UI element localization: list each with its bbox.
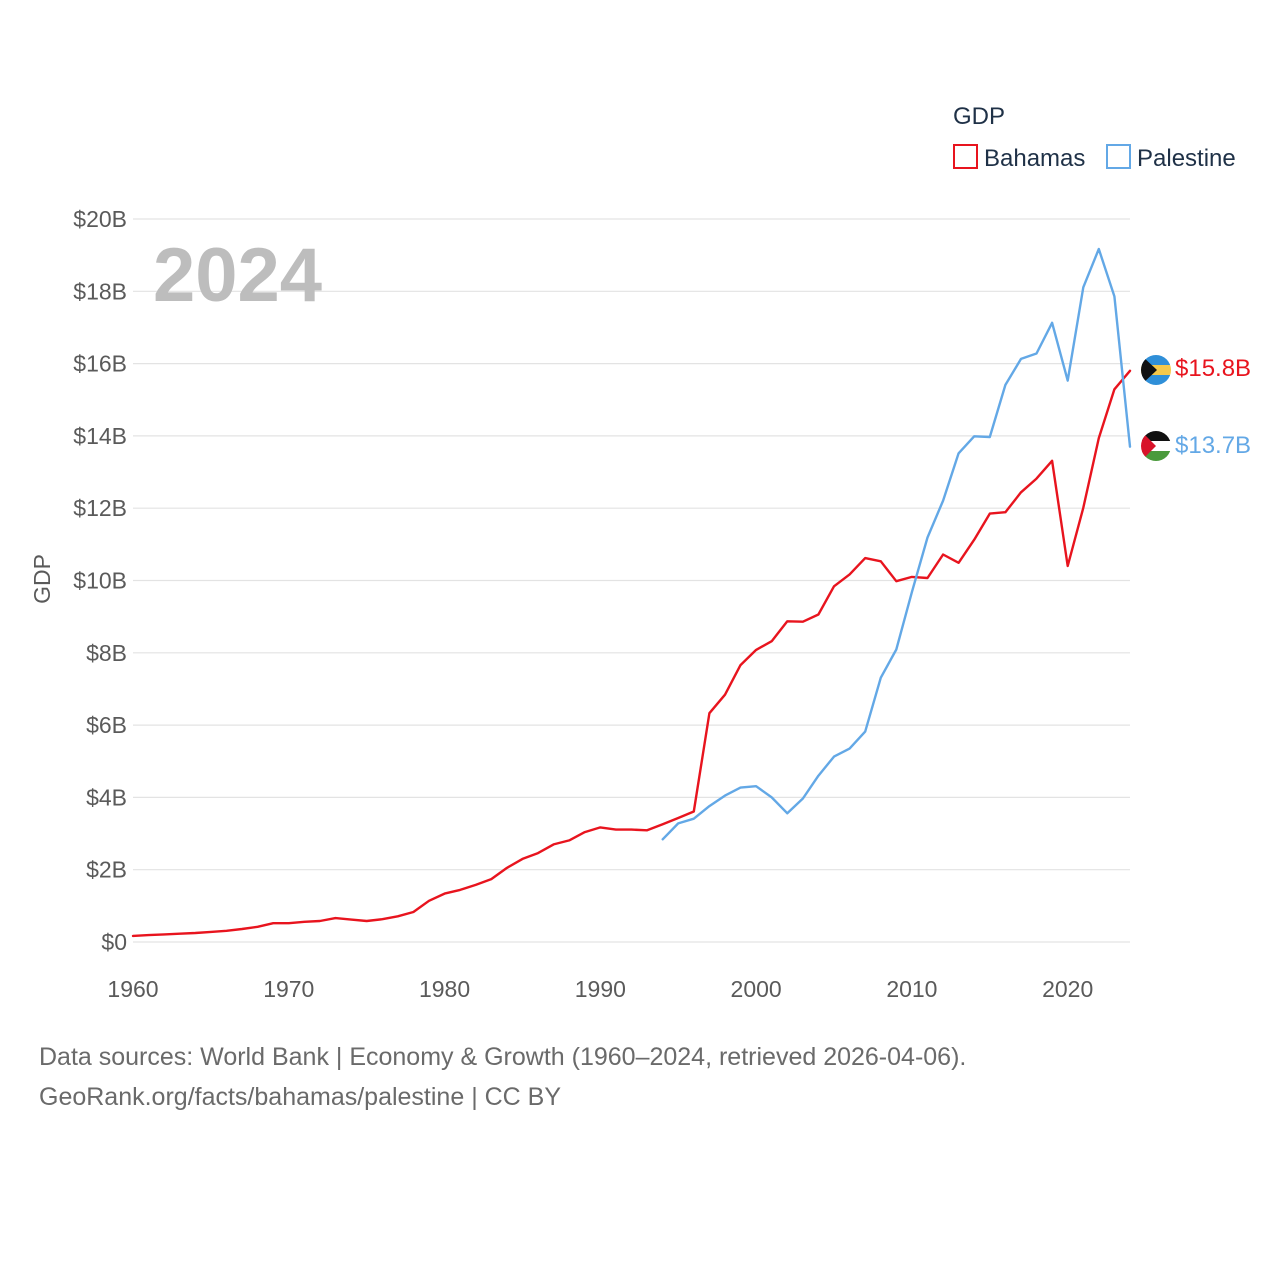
end-label-palestine: $13.7B: [1175, 432, 1251, 459]
gridlines: [133, 218, 1130, 943]
end-label-bahamas: $15.8B: [1175, 355, 1251, 382]
y-tick-label: $4B: [86, 784, 127, 810]
legend-title: GDP: [953, 103, 1005, 130]
palestine-flag-icon: [1141, 431, 1171, 461]
footer-link[interactable]: GeoRank.org/facts/bahamas/palestine | CC…: [39, 1083, 562, 1111]
legend-item-bahamas[interactable]: Bahamas: [953, 144, 1085, 172]
year-label: 2024: [153, 233, 322, 318]
y-tick-label: $2B: [86, 857, 127, 883]
legend-label-palestine: Palestine: [1137, 145, 1236, 172]
y-tick-label: $10B: [73, 568, 127, 594]
legend-item-palestine[interactable]: Palestine: [1106, 144, 1236, 172]
x-axis-ticks: 1960 1970 1980 1990 2000 2010 2020: [107, 976, 1093, 1002]
y-axis-label: GDP: [29, 554, 55, 604]
y-axis-ticks: $0 $2B $4B $6B $8B $10B $12B $14B $16B $18B $20B: [73, 206, 127, 955]
legend-swatch-bahamas: [953, 144, 978, 169]
x-tick-label: 1990: [575, 976, 626, 1002]
x-tick-label: 2010: [886, 976, 937, 1002]
y-tick-label: $18B: [73, 278, 127, 304]
y-tick-label: $12B: [73, 495, 127, 521]
series-lines: [131, 247, 1132, 938]
y-tick-label: $20B: [73, 206, 127, 232]
footer-sources: Data sources: World Bank | Economy & Gro…: [39, 1043, 967, 1071]
series-line-bahamas[interactable]: [131, 369, 1132, 938]
y-tick-label: $0: [101, 929, 127, 955]
y-tick-label: $16B: [73, 351, 127, 377]
x-tick-label: 2020: [1042, 976, 1093, 1002]
series-line-palestine[interactable]: [661, 247, 1132, 841]
y-tick-label: $8B: [86, 640, 127, 666]
bahamas-flag-icon: [1141, 355, 1171, 385]
x-tick-label: 1960: [107, 976, 158, 1002]
y-tick-label: $6B: [86, 712, 127, 738]
y-tick-label: $14B: [73, 423, 127, 449]
x-tick-label: 2000: [731, 976, 782, 1002]
legend-swatch-palestine: [1106, 144, 1131, 169]
legend-label-bahamas: Bahamas: [984, 145, 1085, 172]
legend: GDP Bahamas Palestine: [953, 103, 1236, 172]
x-tick-label: 1970: [263, 976, 314, 1002]
x-tick-label: 1980: [419, 976, 470, 1002]
